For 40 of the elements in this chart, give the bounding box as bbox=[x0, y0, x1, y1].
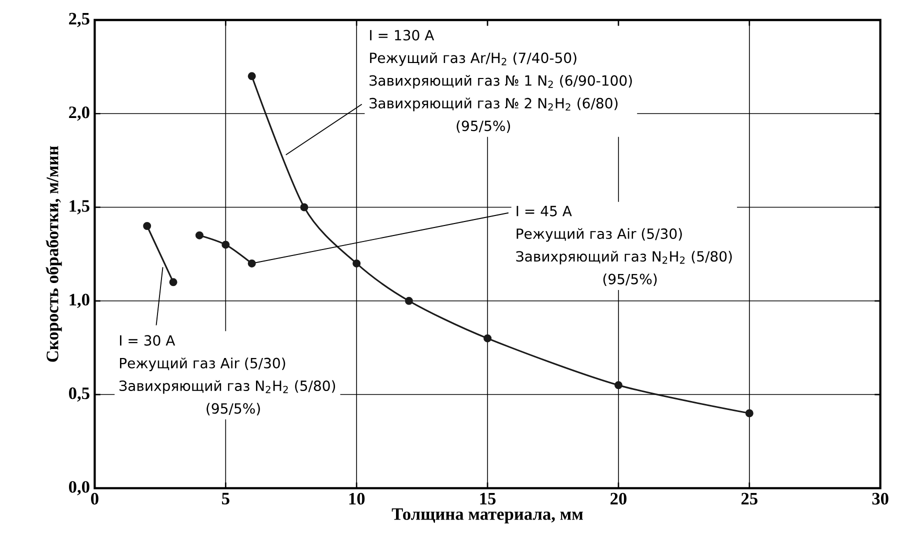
point bbox=[352, 259, 361, 268]
point bbox=[248, 259, 256, 268]
point bbox=[195, 231, 204, 240]
x-axis-title: Толщина материала, мм bbox=[392, 508, 583, 524]
annotation: Завихряющий газ N$_{2}$H$_{2}$ (5/80) bbox=[516, 250, 732, 264]
annotation: Режущий газ Air (5/30) bbox=[120, 357, 286, 372]
x-tick-label: 10 bbox=[349, 492, 365, 504]
annotation: (95/5%) bbox=[206, 402, 260, 416]
y-axis-title: Скорость обработки, м/мин bbox=[46, 146, 62, 362]
point bbox=[300, 203, 308, 212]
annotation: Режущий газ Air (5/30) bbox=[516, 228, 682, 242]
point bbox=[248, 72, 256, 80]
point bbox=[404, 296, 413, 305]
annotation: Завихряющий газ N$_{2}$H$_{2}$ (5/80) bbox=[120, 380, 336, 394]
y-tick-label: 2,0 bbox=[69, 106, 90, 121]
x-tick-label: 20 bbox=[610, 492, 626, 504]
x-tick-label: 30 bbox=[872, 492, 888, 504]
point bbox=[484, 334, 492, 342]
y-tick-label: 0,5 bbox=[68, 387, 90, 402]
point bbox=[614, 381, 622, 390]
annotation: I = 45 A bbox=[516, 206, 572, 216]
annotation: (95/5%) bbox=[603, 273, 657, 286]
point bbox=[222, 240, 230, 249]
point bbox=[143, 222, 152, 230]
annotation: I = 130 A bbox=[370, 30, 434, 40]
point bbox=[745, 409, 754, 418]
y-tick-label: 2,5 bbox=[69, 12, 90, 27]
annotation: Режущий газ Ar/H$_{2}$ (7/40-50) bbox=[370, 52, 576, 66]
y-tick-label: 1,0 bbox=[70, 294, 90, 308]
x-tick-label: 0 bbox=[91, 492, 98, 504]
annotation: Завихряющий газ № 1 N$_{2}$ (6/90-100) bbox=[370, 74, 632, 88]
x-tick-label: 25 bbox=[741, 492, 758, 504]
x-tick-label: 5 bbox=[222, 492, 230, 504]
annotation: (95/5%) bbox=[456, 120, 510, 133]
annotation: I = 30 A bbox=[120, 335, 176, 346]
y-tick-label: 0,0 bbox=[68, 480, 90, 496]
y-tick-label: 1,5 bbox=[70, 200, 90, 214]
point bbox=[169, 278, 178, 286]
x-tick-label: 15 bbox=[480, 492, 496, 504]
annotation: Завихряющий газ № 2 N$_{2}$H$_{2}$ (6/80) bbox=[370, 98, 618, 112]
